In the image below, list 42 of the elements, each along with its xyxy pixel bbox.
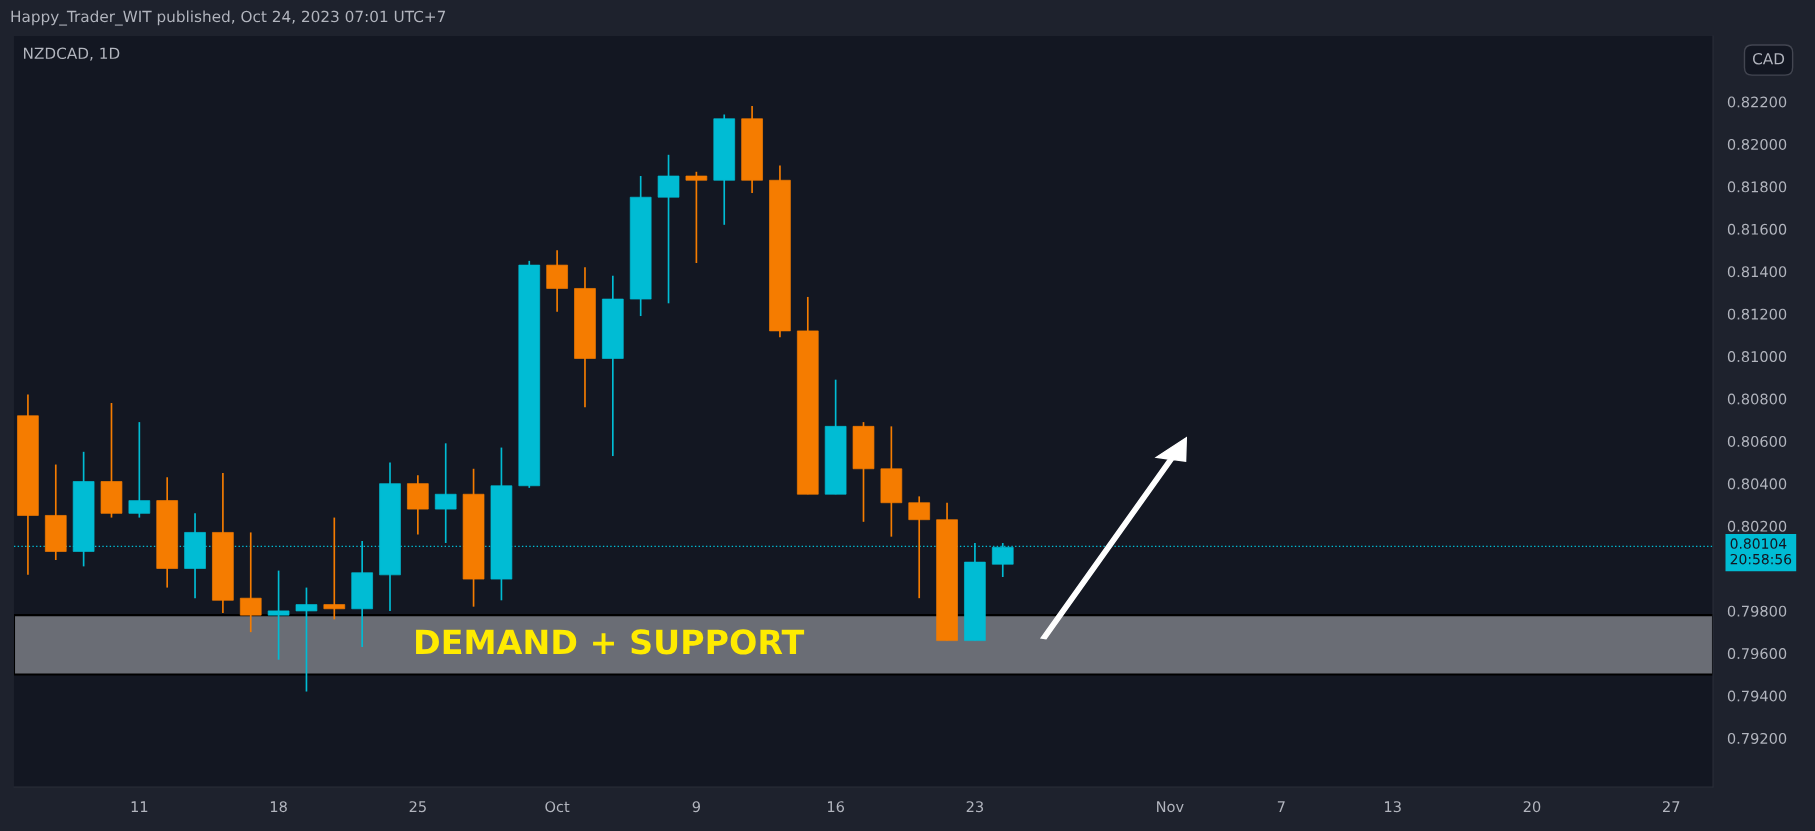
- candlestick: [239, 531, 262, 633]
- y-tick-label: 0.80200: [1727, 520, 1787, 532]
- text: Happy_Trader_WIT published, Oct 24, 2023 07:01 UTC+7: [11, 10, 446, 26]
- y-tick-label: 0.79400: [1727, 690, 1787, 702]
- candlestick: [295, 586, 318, 693]
- x-tick-label: 9: [692, 801, 700, 813]
- candlestick: [267, 569, 290, 661]
- candlestick: [323, 516, 346, 621]
- x-tick-label: 25: [409, 801, 426, 813]
- x-tick-label: 11: [131, 801, 148, 812]
- text: NZDCAD, 1D: [23, 47, 120, 61]
- candlestick: [908, 495, 930, 600]
- candlestick: [546, 249, 568, 313]
- candlestick: [434, 442, 457, 544]
- candlestick: [685, 170, 708, 264]
- y-tick-label: 0.79800: [1727, 605, 1787, 617]
- x-tick-label: Nov: [1157, 801, 1184, 813]
- x-tick-label: 20: [1523, 801, 1541, 813]
- y-tick-label: 0.81000: [1727, 351, 1787, 363]
- ref-line-label: 0.80104 20:58:56: [1730, 538, 1792, 565]
- y-axis-title: CAD: [1752, 52, 1785, 65]
- x-tick-label: Oct: [545, 801, 570, 813]
- y-tick-label: 0.80400: [1727, 478, 1787, 490]
- x-tick-label: 16: [827, 801, 845, 813]
- candlestick: [128, 421, 151, 519]
- y-tick-label: 0.79600: [1727, 648, 1787, 660]
- y-tick-label: 0.81600: [1727, 223, 1787, 235]
- x-tick-label: 13: [1385, 801, 1401, 813]
- band-label: DEMAND + SUPPORT: [416, 629, 805, 655]
- x-tick-label: 7: [1277, 801, 1285, 812]
- y-tick-label: 0.79200: [1727, 732, 1787, 744]
- y-tick-label: 0.80600: [1727, 435, 1787, 447]
- y-tick-label: 0.80800: [1727, 393, 1787, 405]
- y-tick-label: 0.81400: [1727, 266, 1787, 278]
- y-tick-label: 0.81200: [1727, 308, 1787, 320]
- y-tick-label: 0.81800: [1727, 181, 1787, 193]
- y-tick-label: 0.82000: [1727, 138, 1787, 150]
- x-tick-label: 23: [966, 801, 984, 813]
- x-tick-label: 27: [1663, 801, 1680, 812]
- y-tick-label: 0.82200: [1727, 96, 1787, 108]
- x-tick-label: 18: [270, 801, 287, 813]
- candlestick: [657, 153, 680, 305]
